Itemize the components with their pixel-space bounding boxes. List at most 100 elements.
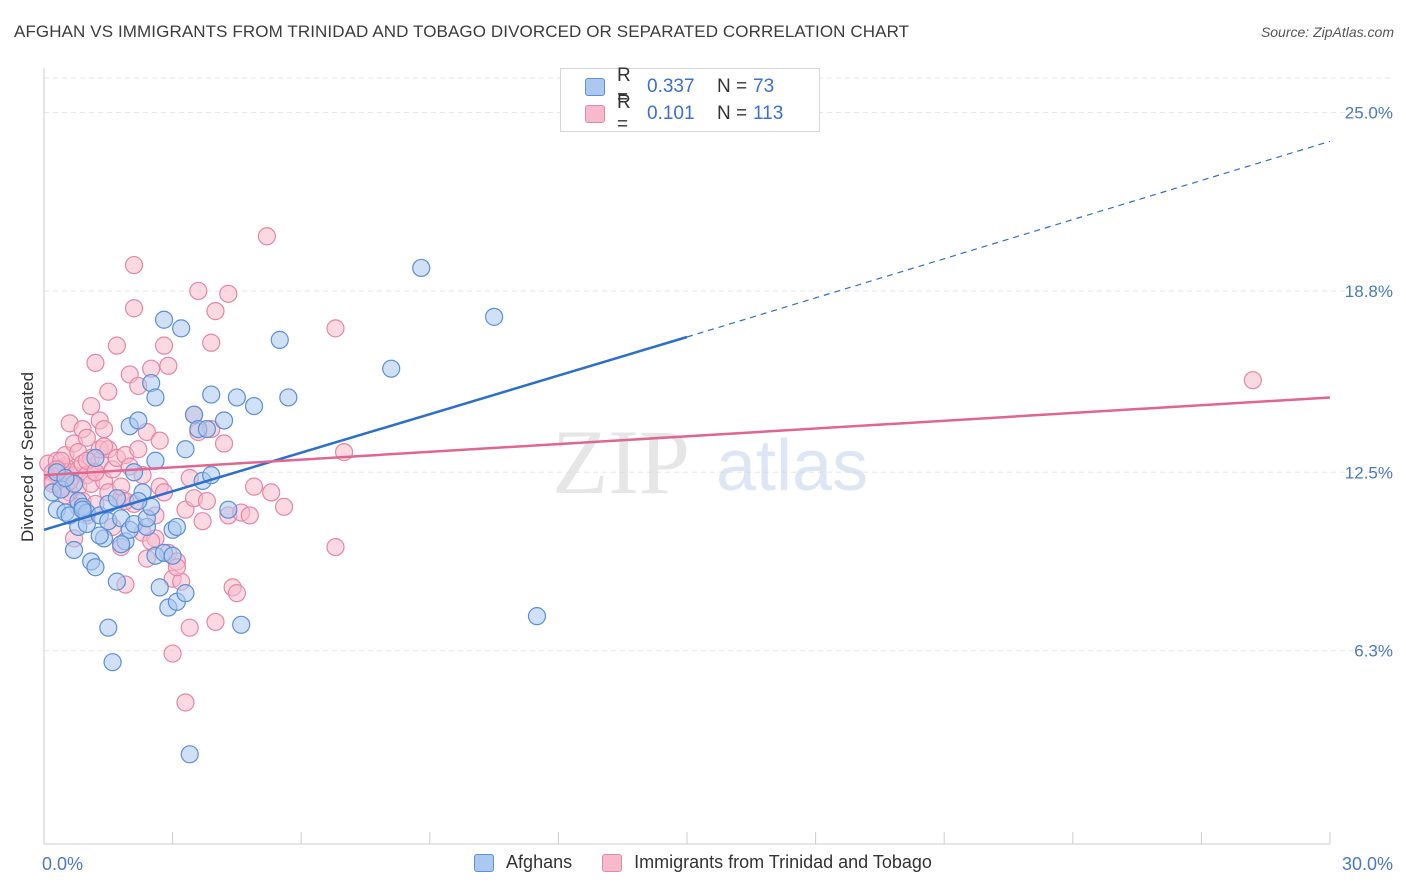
trend-line-afghans-projection xyxy=(686,140,1331,338)
data-point-afghans xyxy=(227,388,246,407)
legend-label: Immigrants from Trinidad and Tobago xyxy=(634,852,932,872)
legend-swatch-blue xyxy=(585,78,605,96)
data-point-trinidad xyxy=(274,497,294,516)
data-point-trinidad xyxy=(262,483,281,502)
data-point-trinidad xyxy=(257,227,277,246)
legend-r-value: 0.101 xyxy=(647,103,695,124)
legend-n-label: N = xyxy=(717,103,748,124)
legend-r-label: R = xyxy=(617,65,631,108)
legend-n-label: N = xyxy=(717,76,748,97)
data-point-trinidad xyxy=(99,382,118,401)
chart-title: AFGHAN VS IMMIGRANTS FROM TRINIDAD AND T… xyxy=(14,22,910,41)
data-point-afghans xyxy=(103,653,122,672)
data-point-afghans xyxy=(176,440,195,459)
data-point-afghans xyxy=(412,258,431,278)
data-point-trinidad xyxy=(159,356,178,375)
data-point-trinidad xyxy=(129,440,148,459)
data-point-trinidad xyxy=(206,612,225,632)
data-point-afghans xyxy=(90,526,109,545)
data-point-afghans xyxy=(232,615,251,634)
x-tick-label: 0.0% xyxy=(42,854,83,874)
legend-swatch-pink xyxy=(602,853,623,872)
data-point-trinidad xyxy=(202,333,221,352)
data-point-afghans xyxy=(244,396,264,416)
data-point-trinidad xyxy=(154,336,174,355)
grid-lines xyxy=(44,77,1392,652)
legend-n-value: 113 xyxy=(753,103,784,124)
data-point-afghans xyxy=(86,448,105,467)
data-point-afghans xyxy=(86,558,105,577)
data-point-trinidad xyxy=(326,319,345,338)
data-point-afghans xyxy=(270,330,289,349)
x-tick-label: 30.0% xyxy=(1342,854,1393,874)
data-point-trinidad xyxy=(206,302,225,321)
data-point-afghans xyxy=(64,540,84,560)
watermark-atlas: atlas xyxy=(716,426,868,506)
data-point-trinidad xyxy=(176,693,195,712)
series-legend: Afghans Immigrants from Trinidad and Tob… xyxy=(0,852,1406,873)
data-point-afghans xyxy=(172,319,191,338)
data-point-afghans xyxy=(107,572,126,591)
data-point-trinidad xyxy=(326,537,345,557)
data-point-afghans xyxy=(129,411,148,430)
source-credit: Source: ZipAtlas.com xyxy=(1260,24,1394,40)
data-point-afghans xyxy=(382,359,401,378)
data-point-afghans xyxy=(485,307,504,326)
trend-line-afghans xyxy=(43,335,688,532)
data-point-trinidad xyxy=(1243,371,1262,390)
data-point-afghans xyxy=(146,388,165,407)
legend-swatch-blue xyxy=(474,853,495,872)
data-point-trinidad xyxy=(124,255,144,275)
data-point-afghans xyxy=(527,607,547,626)
data-point-afghans xyxy=(176,584,195,603)
data-point-afghans xyxy=(197,419,216,439)
data-point-afghans xyxy=(154,310,174,329)
y-tick-label: 12.5% xyxy=(1345,463,1393,482)
watermark-zip: ZIP xyxy=(552,411,690,513)
data-point-afghans xyxy=(202,385,221,404)
data-point-trinidad xyxy=(193,512,212,531)
data-point-afghans xyxy=(180,745,199,764)
data-point-trinidad xyxy=(214,434,234,453)
trend-line-trinidad xyxy=(43,396,1331,477)
data-point-afghans xyxy=(279,388,298,407)
data-point-trinidad xyxy=(163,644,182,663)
data-point-afghans xyxy=(150,578,169,597)
legend-n-value: 73 xyxy=(753,76,775,97)
legend-row-trinidad: R = 0.101 N = 113 xyxy=(585,92,784,135)
y-tick-label: 6.3% xyxy=(1354,642,1393,661)
legend-r-label: R = xyxy=(617,92,631,135)
data-point-afghans xyxy=(56,468,75,488)
data-point-afghans xyxy=(112,535,131,554)
data-point-trinidad xyxy=(197,491,216,511)
series-afghans-points xyxy=(43,258,547,764)
data-point-trinidad xyxy=(77,428,96,447)
data-point-trinidad xyxy=(86,353,105,373)
legend-swatch-pink xyxy=(585,105,605,123)
data-point-afghans xyxy=(146,451,165,470)
data-point-afghans xyxy=(99,618,118,637)
legend-r-value: 0.337 xyxy=(647,76,695,97)
data-point-trinidad xyxy=(82,396,101,416)
axis-ticks: 6.3% 12.5% 18.8% 25.0% 0.0% 30.0% xyxy=(42,104,1393,874)
data-point-afghans xyxy=(219,500,238,519)
data-point-trinidad xyxy=(227,584,246,603)
data-point-trinidad xyxy=(180,618,199,637)
data-point-afghans xyxy=(214,411,234,430)
legend-item-afghans[interactable]: Afghans xyxy=(474,852,572,873)
data-point-trinidad xyxy=(189,281,208,301)
legend-row-afghans: R = 0.337 N = 73 xyxy=(585,65,775,108)
data-point-afghans xyxy=(124,463,144,482)
data-point-trinidad xyxy=(124,299,144,318)
data-point-trinidad xyxy=(150,431,169,450)
data-point-afghans xyxy=(107,489,126,508)
correlation-legend: R = 0.337 N = 73 R = 0.101 N = 113 xyxy=(560,65,820,135)
legend-item-trinidad[interactable]: Immigrants from Trinidad and Tobago xyxy=(602,852,932,873)
y-axis-label: Divorced or Separated xyxy=(18,372,37,542)
y-tick-label: 25.0% xyxy=(1345,104,1393,123)
data-point-trinidad xyxy=(94,419,114,439)
data-point-trinidad xyxy=(240,506,259,525)
data-point-afghans xyxy=(163,546,182,565)
data-point-trinidad xyxy=(107,336,126,355)
